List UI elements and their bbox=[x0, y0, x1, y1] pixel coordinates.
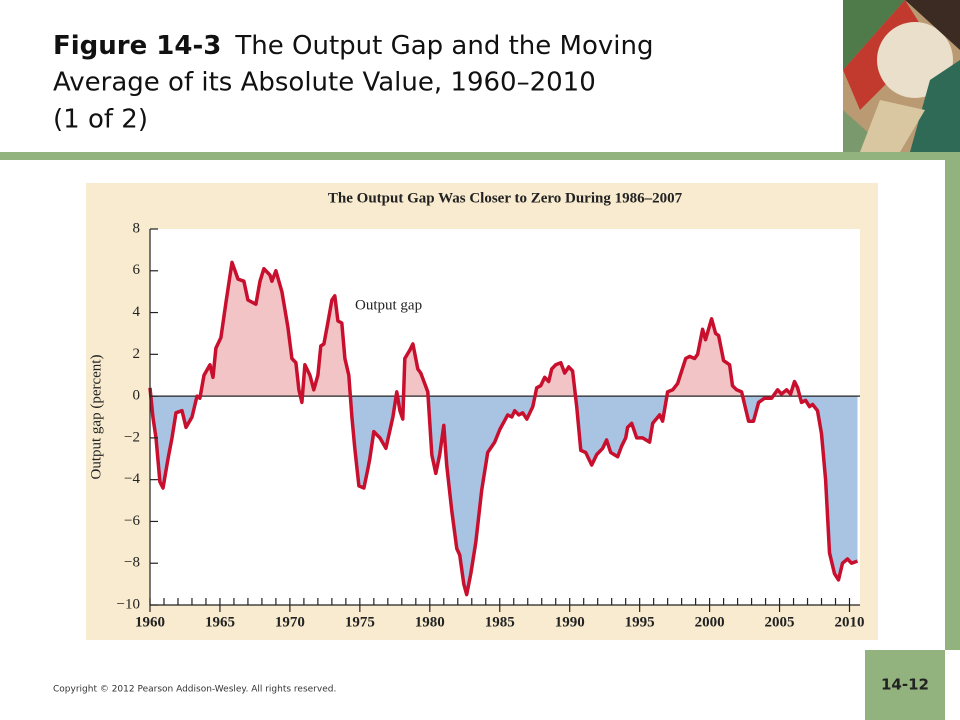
slide-title: Figure 14-3 The Output Gap and the Moving bbox=[53, 31, 653, 61]
y-tick-label: 2 bbox=[133, 346, 141, 362]
title-line: Average of its Absolute Value, 1960–2010 bbox=[53, 68, 596, 98]
x-tick-label: 1965 bbox=[205, 614, 235, 630]
y-tick-label: −6 bbox=[124, 513, 140, 529]
x-tick-label: 1975 bbox=[345, 614, 375, 630]
x-tick-label: 1960 bbox=[135, 614, 165, 630]
chart-layer: −10 −8 −6 −4 −2 0 2 4 6 8 1960 1965 1970 1975 1980 1985… bbox=[117, 220, 865, 630]
title-line: The Output Gap and the Moving bbox=[234, 31, 653, 61]
y-tick-label: 0 bbox=[133, 388, 141, 404]
header-artwork bbox=[843, 0, 960, 152]
x-tick-label: 2000 bbox=[695, 614, 725, 630]
y-axis-label: Output gap (percent) bbox=[88, 355, 104, 480]
area-above-zero bbox=[150, 262, 858, 397]
slide-number-box bbox=[865, 650, 945, 720]
right-band bbox=[945, 152, 960, 650]
y-tick-label: 6 bbox=[133, 262, 141, 278]
y-tick-label: −4 bbox=[124, 471, 140, 487]
figure-number: Figure 14-3 bbox=[53, 31, 221, 61]
x-tick-label: 2010 bbox=[835, 614, 865, 630]
x-tick-label: 1970 bbox=[275, 614, 305, 630]
annotation: Output gap bbox=[355, 297, 422, 313]
x-tick-label: 1985 bbox=[485, 614, 515, 630]
slide-number: 14-12 bbox=[881, 676, 929, 694]
y-tick-label: 8 bbox=[133, 220, 141, 236]
x-tick-label: 1980 bbox=[415, 614, 445, 630]
chart-title: The Output Gap Was Closer to Zero During… bbox=[328, 190, 683, 206]
y-tick-label: −10 bbox=[117, 596, 140, 612]
copyright: Copyright © 2012 Pearson Addison-Wesley.… bbox=[53, 685, 336, 695]
header-band bbox=[0, 152, 960, 160]
title-line: (1 of 2) bbox=[53, 105, 148, 135]
y-tick-label: −8 bbox=[124, 555, 140, 571]
y-tick-label: −2 bbox=[124, 429, 140, 445]
x-tick-label: 2005 bbox=[765, 614, 795, 630]
y-tick-label: 4 bbox=[133, 304, 141, 320]
x-tick-label: 1990 bbox=[555, 614, 585, 630]
output-gap-line bbox=[148, 260, 859, 597]
x-tick-label: 1995 bbox=[625, 614, 655, 630]
